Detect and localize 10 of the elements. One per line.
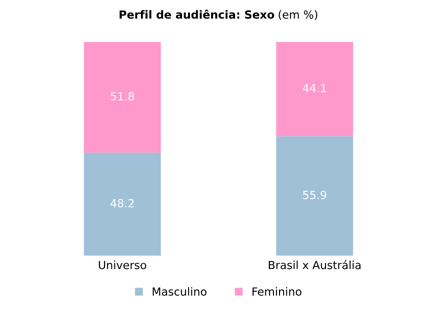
data-label: 44.1	[302, 84, 326, 92]
x-tick-label: Brasil x Austrália	[268, 260, 361, 270]
chart-subtitle: (em %)	[278, 10, 318, 20]
chart-title: Perfil de audiência: Sexo	[120, 10, 274, 19]
data-label: 55.9	[303, 190, 326, 200]
x-tick-label: Universo	[98, 260, 146, 270]
data-label: 48.2	[110, 199, 134, 208]
legend-label: Masculino	[152, 287, 206, 296]
data-label: 51.8	[110, 92, 134, 100]
legend-label: Feminino	[252, 287, 302, 296]
